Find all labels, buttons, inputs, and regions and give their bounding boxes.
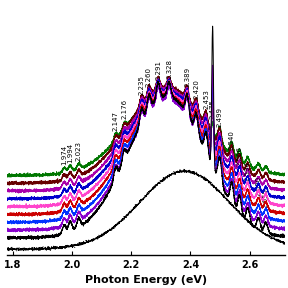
- Text: 2.566: 2.566: [237, 146, 242, 166]
- Text: 2.630: 2.630: [255, 176, 262, 196]
- X-axis label: Photon Energy (eV): Photon Energy (eV): [85, 275, 207, 285]
- Text: 2.176: 2.176: [121, 99, 127, 119]
- Text: 2.328: 2.328: [166, 59, 172, 79]
- Text: 2.420: 2.420: [193, 79, 199, 99]
- Text: 2.291: 2.291: [155, 60, 161, 80]
- Text: 2.260: 2.260: [146, 67, 152, 86]
- Text: 2.540: 2.540: [229, 130, 235, 150]
- Text: 1.974: 1.974: [61, 145, 67, 165]
- Text: 2.389: 2.389: [184, 67, 190, 87]
- Text: 2.594: 2.594: [245, 161, 251, 181]
- Text: 2.453: 2.453: [203, 89, 209, 109]
- Text: 2.499: 2.499: [217, 107, 223, 127]
- Text: 1.994: 1.994: [67, 143, 73, 163]
- Text: 2.235: 2.235: [139, 76, 145, 96]
- Text: 2.475: 2.475: [210, 99, 216, 119]
- Text: 2.655: 2.655: [263, 188, 269, 208]
- Text: 2.023: 2.023: [76, 141, 82, 161]
- Text: 2.147: 2.147: [112, 111, 118, 131]
